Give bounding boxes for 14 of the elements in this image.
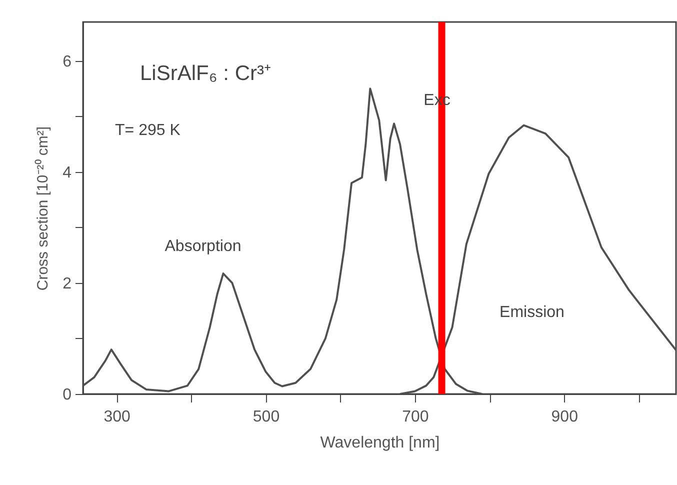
y-tick-label: 0 — [62, 386, 72, 404]
x-tick-label: 700 — [402, 408, 429, 426]
y-tick-label: 6 — [62, 53, 72, 70]
x-axis-title: Wavelength [nm] — [320, 434, 440, 452]
annotation: Emission — [500, 304, 564, 321]
y-tick-label: 2 — [62, 275, 72, 292]
annotation: T= 295 K — [115, 122, 181, 139]
x-tick-label: 500 — [252, 408, 280, 426]
y-axis-title: Cross section [10⁻²⁰ cm²] — [34, 126, 52, 291]
annotation: LiSrAlF₆ : Cr³⁺ — [140, 62, 271, 85]
x-tick-label: 900 — [551, 408, 578, 426]
y-tick-label: 4 — [62, 164, 72, 182]
annotation: Absorption — [164, 238, 242, 255]
x-tick-label: 300 — [104, 408, 131, 426]
